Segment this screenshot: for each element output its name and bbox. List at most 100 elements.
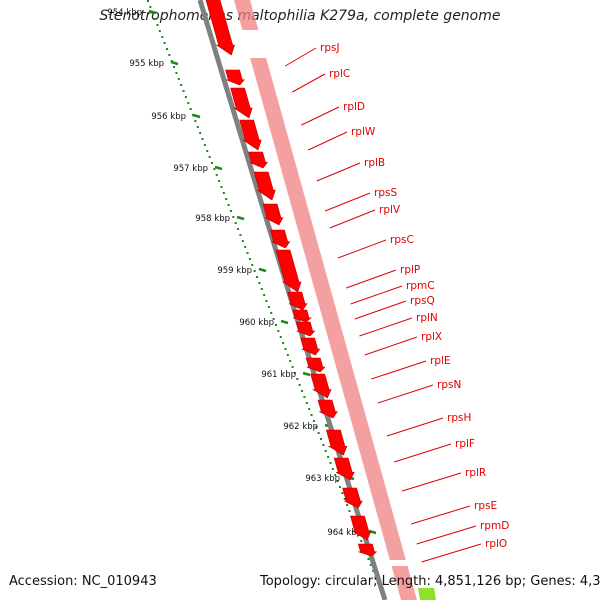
ruler-dot <box>367 558 370 560</box>
ruler-dot <box>317 432 320 434</box>
gene-label-rpmC[interactable]: rpmC <box>406 280 435 292</box>
ruler-dot <box>161 36 164 38</box>
gene-arrow[interactable] <box>275 249 302 293</box>
gene-arrow[interactable] <box>357 543 378 557</box>
ruler-dot <box>305 402 308 404</box>
gene-arrow[interactable] <box>326 429 348 456</box>
gene-label-rplV[interactable]: rplV <box>379 204 401 216</box>
gene-label-rpsC[interactable]: rpsC <box>390 234 414 246</box>
ruler-dot <box>338 486 341 488</box>
ruler-dot <box>310 414 313 416</box>
gene-arrow[interactable] <box>287 291 308 311</box>
gene-arrow[interactable] <box>342 487 363 509</box>
gene-label-rpsH[interactable]: rpsH <box>447 412 471 424</box>
gene-label-rplF[interactable]: rplF <box>455 438 475 450</box>
gene-label-rplN[interactable]: rplN <box>416 312 438 324</box>
gene-label-rpsN[interactable]: rpsN <box>437 379 461 391</box>
genome-summary-text: Topology: circular; Length: 4,851,126 bp… <box>260 574 600 589</box>
gene-leader-line <box>308 131 348 151</box>
ruler-tick-label: 958 kbp <box>195 214 230 224</box>
ruler-dot <box>372 570 375 572</box>
gene-label-rplP[interactable]: rplP <box>400 264 420 276</box>
accession-text: Accession: NC_010943 <box>9 574 157 589</box>
ruler-dot <box>334 474 337 476</box>
ruler-dot <box>196 126 199 128</box>
gene-arrow[interactable] <box>310 373 332 399</box>
ruler-dot <box>215 174 218 176</box>
gene-label-rpsJ[interactable]: rpsJ <box>320 42 340 54</box>
gene-arrow[interactable] <box>317 399 338 419</box>
gene-arrow[interactable] <box>270 229 291 249</box>
gene-label-rplB[interactable]: rplB <box>364 157 385 169</box>
ruler-dot <box>189 108 192 110</box>
gene-arrow[interactable] <box>333 457 355 481</box>
ruler-dot <box>336 480 339 482</box>
ruler-dot <box>369 564 372 566</box>
gene-label-rpsS[interactable]: rpsS <box>374 187 397 199</box>
gene-arrow[interactable] <box>305 357 326 373</box>
gene-arrow[interactable] <box>295 321 316 337</box>
gene-label-rplR[interactable]: rplR <box>465 467 486 479</box>
gene-leader-line <box>401 472 462 492</box>
gene-label-rplX[interactable]: rplX <box>421 331 442 343</box>
gene-labels: rpsJ rplC rplD rplW rplB rpsS rplV rpsC rplP rpmC… <box>284 42 509 563</box>
gene-label-rplC[interactable]: rplC <box>329 68 350 80</box>
gene-label-rplW[interactable]: rplW <box>351 126 376 138</box>
ruler-dot <box>229 210 232 212</box>
gene-leader-line <box>354 300 407 320</box>
gene-arrows <box>205 0 378 557</box>
gene-arrow[interactable] <box>205 0 236 56</box>
gene-leader-line <box>377 384 434 404</box>
ruler-dot <box>329 462 332 464</box>
gene-arrow[interactable] <box>230 87 253 119</box>
ruler-dot <box>248 258 251 260</box>
ruler-dot <box>296 378 299 380</box>
ruler-dot <box>241 240 244 242</box>
ruler-dot <box>187 102 190 104</box>
gene-leader-line <box>324 192 371 212</box>
gene-arrow[interactable] <box>262 203 284 226</box>
ruler-dot <box>156 24 159 26</box>
gene-arrow[interactable] <box>253 171 276 201</box>
ruler-dot <box>246 252 249 254</box>
gene-label-rplO[interactable]: rplO <box>485 538 507 550</box>
ruler-tick-label: 960 kbp <box>239 318 274 328</box>
kbp-ruler: 954 kbp 955 kbp 956 kbp 957 kbp 958 kbp 959 k… <box>107 0 384 596</box>
ruler-dot <box>331 468 334 470</box>
ruler-dot <box>210 162 213 164</box>
gene-arrow[interactable] <box>292 309 312 323</box>
ruler-dot <box>175 72 178 74</box>
gene-arrow[interactable] <box>248 151 269 169</box>
gene-arrow[interactable] <box>225 69 245 86</box>
ruler-dot <box>227 204 230 206</box>
gene-label-rpsE[interactable]: rpsE <box>474 500 497 512</box>
ruler-dot <box>149 6 152 8</box>
gene-label-rpsQ[interactable]: rpsQ <box>410 295 435 307</box>
ruler-dot <box>289 360 292 362</box>
ruler-tick-label: 962 kbp <box>283 422 318 432</box>
ruler-tick-label: 954 kbp <box>107 8 142 18</box>
gene-label-rpmD[interactable]: rpmD <box>480 520 509 532</box>
ruler-tick-label: 957 kbp <box>173 164 208 174</box>
gene-arrow[interactable] <box>350 515 372 541</box>
ruler-dot <box>282 342 285 344</box>
ruler-dot <box>270 312 273 314</box>
ruler-dot <box>220 186 223 188</box>
genome-title: Stenotrophomonas maltophilia K279a, comp… <box>99 8 501 24</box>
gene-arrow[interactable] <box>239 119 262 151</box>
ruler-dot <box>303 396 306 398</box>
gene-leader-line <box>350 285 403 305</box>
ruler-dot <box>267 306 270 308</box>
gene-label-rplE[interactable]: rplE <box>430 355 451 367</box>
ruler-dot <box>293 372 296 374</box>
ruler-dot <box>291 366 294 368</box>
gene-arrow[interactable] <box>300 337 321 356</box>
ruler-dot <box>263 294 266 296</box>
ruler-dot <box>173 66 176 68</box>
ruler-dot <box>222 192 225 194</box>
gene-leader-line <box>393 443 452 463</box>
gene-label-rplD[interactable]: rplD <box>343 101 365 113</box>
gene-leader-line <box>416 525 477 545</box>
gene-track-band <box>250 58 406 560</box>
